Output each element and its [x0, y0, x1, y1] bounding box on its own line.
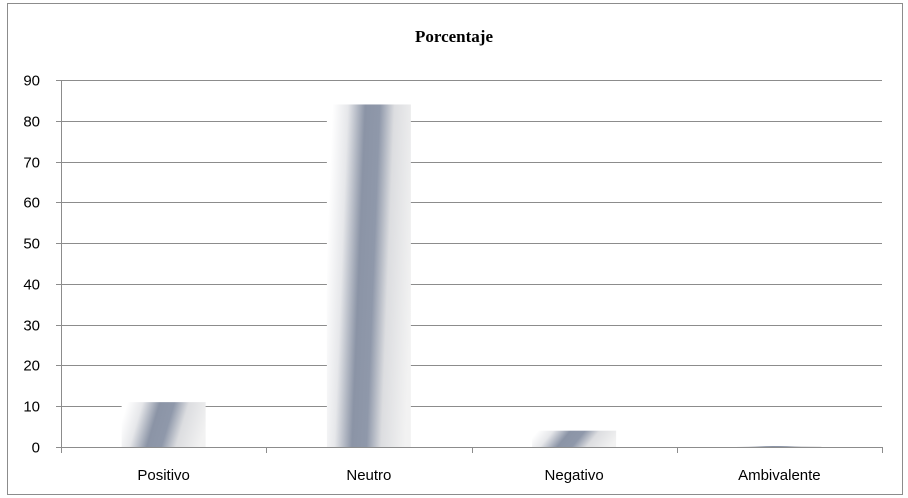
y-tick-label: 40 — [23, 277, 40, 294]
bar-neutro — [326, 104, 411, 447]
bar-positivo — [121, 402, 206, 447]
y-tick-label: 20 — [23, 358, 40, 375]
y-tick-label: 50 — [23, 236, 40, 253]
bar-negativo — [532, 430, 617, 447]
y-tick-label: 0 — [32, 440, 40, 457]
axis-layer — [56, 80, 883, 453]
chart-title: Porcentaje — [414, 27, 494, 46]
x-tick-label: Neutro — [346, 467, 391, 484]
y-tick-label: 30 — [23, 318, 40, 335]
y-tick-label: 80 — [23, 114, 40, 131]
x-tick-label: Ambivalente — [738, 467, 821, 484]
label-layer: 0 10 20 30 40 50 60 70 80 90 Positivo Neutro Negativ… — [23, 73, 820, 485]
y-tick-label: 90 — [23, 73, 40, 90]
y-tick-label: 70 — [23, 155, 40, 172]
x-tick-label: Positivo — [137, 467, 190, 484]
y-tick-label: 60 — [23, 195, 40, 212]
grid-layer — [61, 80, 882, 407]
bar-ambivalente — [737, 446, 822, 447]
x-tick-label: Negativo — [545, 467, 604, 484]
y-tick-label: 10 — [23, 399, 40, 416]
bar-layer — [121, 104, 822, 447]
